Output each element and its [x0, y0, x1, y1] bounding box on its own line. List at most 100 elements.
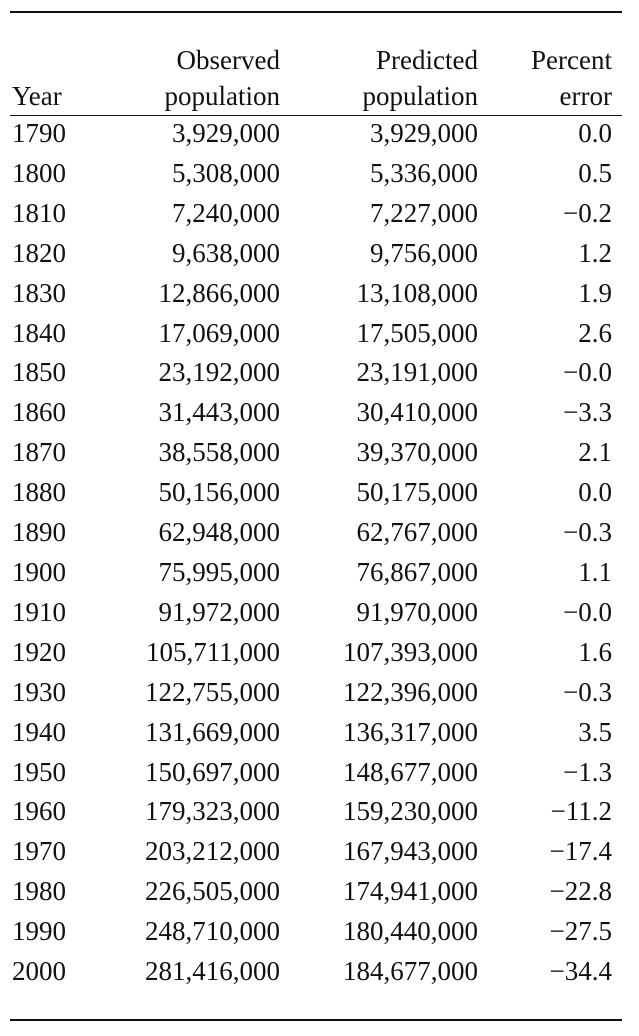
cell-year: 1850 — [12, 357, 66, 388]
cell-percent-error: 1.2 — [578, 237, 612, 268]
cell-predicted: 62,767,000 — [356, 517, 479, 548]
table-row: 1940 131,669,000 136,317,000 3.5 — [10, 713, 622, 753]
cell-year: 1920 — [12, 636, 66, 667]
cell-predicted: 9,756,000 — [370, 237, 478, 268]
cell-observed: 50,156,000 — [158, 477, 281, 508]
cell-predicted: 184,677,000 — [343, 956, 478, 987]
cell-predicted: 76,867,000 — [356, 556, 479, 587]
cell-percent-error: −17.4 — [549, 836, 612, 867]
cell-year: 1900 — [12, 556, 66, 587]
cell-year: 1930 — [12, 676, 66, 707]
table-row: 1860 31,443,000 30,410,000 −3.3 — [10, 393, 622, 433]
table-row: 2000 281,416,000 184,677,000 −34.4 — [10, 952, 622, 992]
cell-year: 1800 — [12, 157, 66, 188]
table-row: 1910 91,972,000 91,970,000 −0.0 — [10, 593, 622, 633]
cell-year: 1960 — [12, 796, 66, 827]
cell-observed: 3,929,000 — [172, 118, 280, 148]
cell-percent-error: −0.0 — [563, 596, 612, 627]
table-row: 1890 62,948,000 62,767,000 −0.3 — [10, 513, 622, 553]
cell-predicted: 5,336,000 — [370, 157, 478, 188]
table-row: 1990 248,710,000 180,440,000 −27.5 — [10, 912, 622, 952]
cell-predicted: 39,370,000 — [356, 437, 479, 468]
table-row: 1900 75,995,000 76,867,000 1.1 — [10, 553, 622, 593]
cell-predicted: 23,191,000 — [356, 357, 479, 388]
table-row: 1810 7,240,000 7,227,000 −0.2 — [10, 194, 622, 234]
column-header-predicted-line1: Predicted — [376, 45, 478, 75]
cell-year: 1890 — [12, 517, 66, 548]
cell-observed: 31,443,000 — [158, 397, 281, 428]
cell-predicted: 167,943,000 — [343, 836, 478, 867]
bottom-rule — [10, 1019, 622, 1021]
cell-observed: 226,505,000 — [145, 876, 280, 907]
cell-year: 1790 — [12, 118, 66, 148]
column-header-error: Percent error — [482, 14, 622, 114]
cell-predicted: 107,393,000 — [343, 636, 478, 667]
cell-predicted: 159,230,000 — [343, 796, 478, 827]
cell-percent-error: 0.0 — [578, 477, 612, 508]
header-row: Year Observed population Predicted popul… — [10, 14, 622, 114]
cell-predicted: 122,396,000 — [343, 676, 478, 707]
column-header-error-line1: Percent — [531, 45, 612, 75]
table-row: 1920 105,711,000 107,393,000 1.6 — [10, 633, 622, 673]
cell-observed: 91,972,000 — [158, 596, 281, 627]
cell-predicted: 13,108,000 — [356, 277, 479, 308]
cell-percent-error: 2.1 — [578, 437, 612, 468]
cell-observed: 150,697,000 — [145, 756, 280, 787]
cell-observed: 5,308,000 — [172, 157, 280, 188]
table-row: 1980 226,505,000 174,941,000 −22.8 — [10, 872, 622, 912]
table-row: 1880 50,156,000 50,175,000 0.0 — [10, 473, 622, 513]
cell-observed: 179,323,000 — [145, 796, 280, 827]
cell-percent-error: −0.0 — [563, 357, 612, 388]
table-row: 1970 203,212,000 167,943,000 −17.4 — [10, 832, 622, 872]
cell-predicted: 17,505,000 — [356, 317, 479, 348]
table-row: 1800 5,308,000 5,336,000 0.5 — [10, 154, 622, 194]
cell-percent-error: 3.5 — [578, 716, 612, 747]
cell-observed: 9,638,000 — [172, 237, 280, 268]
cell-year: 1970 — [12, 836, 66, 867]
cell-observed: 203,212,000 — [145, 836, 280, 867]
table-row: 1870 38,558,000 39,370,000 2.1 — [10, 433, 622, 473]
cell-percent-error: 1.6 — [578, 636, 612, 667]
cell-percent-error: 1.9 — [578, 277, 612, 308]
cell-year: 1820 — [12, 237, 66, 268]
cell-observed: 75,995,000 — [158, 556, 281, 587]
cell-observed: 7,240,000 — [172, 197, 280, 228]
cell-percent-error: 0.5 — [578, 157, 612, 188]
cell-year: 1830 — [12, 277, 66, 308]
cell-predicted: 174,941,000 — [343, 876, 478, 907]
column-header-observed-line2: population — [164, 81, 281, 111]
cell-percent-error: 0.0 — [578, 118, 612, 148]
cell-percent-error: −34.4 — [549, 956, 612, 987]
cell-percent-error: −3.3 — [563, 397, 612, 428]
cell-year: 1810 — [12, 197, 66, 228]
cell-observed: 122,755,000 — [145, 676, 280, 707]
cell-observed: 17,069,000 — [158, 317, 281, 348]
cell-percent-error: −0.3 — [563, 517, 612, 548]
cell-year: 1840 — [12, 317, 66, 348]
cell-observed: 12,866,000 — [158, 277, 281, 308]
column-header-year-label: Year — [12, 81, 62, 111]
cell-percent-error: 1.1 — [578, 556, 612, 587]
cell-percent-error: −0.3 — [563, 676, 612, 707]
cell-observed: 248,710,000 — [145, 916, 280, 947]
column-header-predicted-line2: population — [362, 81, 479, 111]
table-header: Year Observed population Predicted popul… — [10, 14, 622, 114]
column-header-observed: Observed population — [106, 14, 282, 114]
cell-observed: 23,192,000 — [158, 357, 281, 388]
cell-year: 1910 — [12, 596, 66, 627]
cell-year: 1990 — [12, 916, 66, 947]
cell-predicted: 50,175,000 — [356, 477, 479, 508]
cell-percent-error: −0.2 — [563, 197, 612, 228]
cell-predicted: 91,970,000 — [356, 596, 479, 627]
column-header-observed-line1: Observed — [176, 45, 280, 75]
column-header-predicted: Predicted population — [282, 14, 482, 114]
cell-percent-error: −22.8 — [549, 876, 612, 907]
cell-percent-error: −11.2 — [550, 796, 612, 827]
table-body: 1790 3,929,000 3,929,000 0.0 1800 5,308,000 5,… — [10, 114, 622, 992]
cell-year: 1980 — [12, 876, 66, 907]
table-row: 1840 17,069,000 17,505,000 2.6 — [10, 314, 622, 354]
cell-percent-error: 2.6 — [578, 317, 612, 348]
cell-predicted: 148,677,000 — [343, 756, 478, 787]
cell-year: 1940 — [12, 716, 66, 747]
